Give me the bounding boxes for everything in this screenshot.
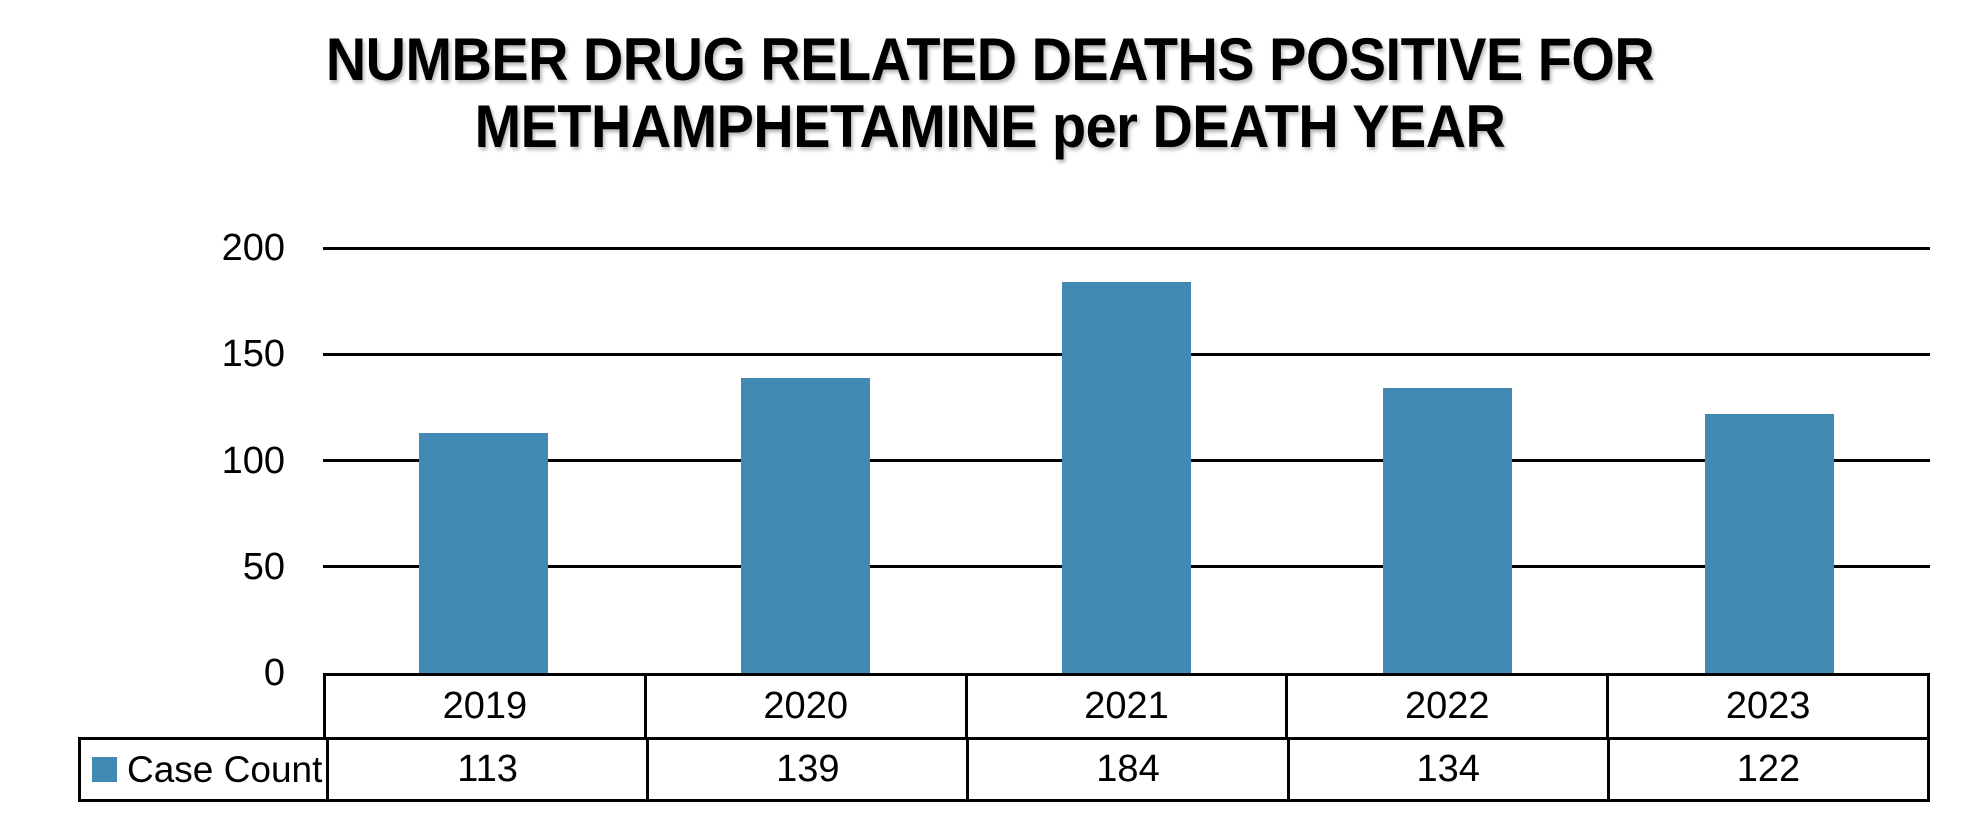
y-axis-tick-label: 0 bbox=[263, 652, 285, 694]
bar-2019 bbox=[419, 432, 549, 673]
year-cell-2021: 2021 bbox=[964, 676, 1286, 737]
chart-title-line1: NUMBER DRUG RELATED DEATHS POSITIVE FOR bbox=[325, 26, 1655, 93]
y-axis-tick-label: 200 bbox=[221, 227, 285, 269]
y-axis-tick-label: 100 bbox=[221, 439, 285, 482]
count-cell-2019: 113 bbox=[326, 740, 646, 799]
gridline bbox=[323, 246, 1930, 250]
chart-title: NUMBER DRUG RELATED DEATHS POSITIVE FOR … bbox=[69, 26, 1910, 160]
bar-2023 bbox=[1704, 413, 1834, 673]
bar-2021 bbox=[1062, 282, 1191, 673]
axis-table-year-row: 2019 2020 2021 2022 2023 bbox=[323, 673, 1930, 737]
year-cell-2019: 2019 bbox=[442, 685, 528, 727]
y-axis-tick-label: 50 bbox=[242, 545, 285, 588]
count-cell-2022: 134 bbox=[1286, 740, 1607, 799]
y-axis-tick-label: 150 bbox=[221, 333, 285, 376]
count-cell-2023: 122 bbox=[1606, 740, 1927, 799]
year-cell-2022: 2022 bbox=[1285, 676, 1606, 737]
bar-2020 bbox=[740, 377, 870, 673]
case-count-row: Case Count 113 139 184 134 122 bbox=[78, 737, 1930, 802]
chart-title-line2: METHAMPHETAMINE per DEATH YEAR bbox=[474, 93, 1506, 160]
case-count-swatch-icon bbox=[92, 757, 117, 782]
legend-cell: Case Count bbox=[81, 740, 326, 799]
count-cell-2021: 184 bbox=[966, 740, 1286, 799]
year-cell-2023: 2023 bbox=[1606, 676, 1927, 737]
legend-label: Case Count bbox=[127, 748, 323, 790]
plot-area bbox=[323, 246, 1930, 673]
bar-2022 bbox=[1383, 388, 1513, 673]
count-cell-2020: 139 bbox=[646, 740, 966, 799]
year-cell-2020: 2020 bbox=[643, 676, 965, 737]
